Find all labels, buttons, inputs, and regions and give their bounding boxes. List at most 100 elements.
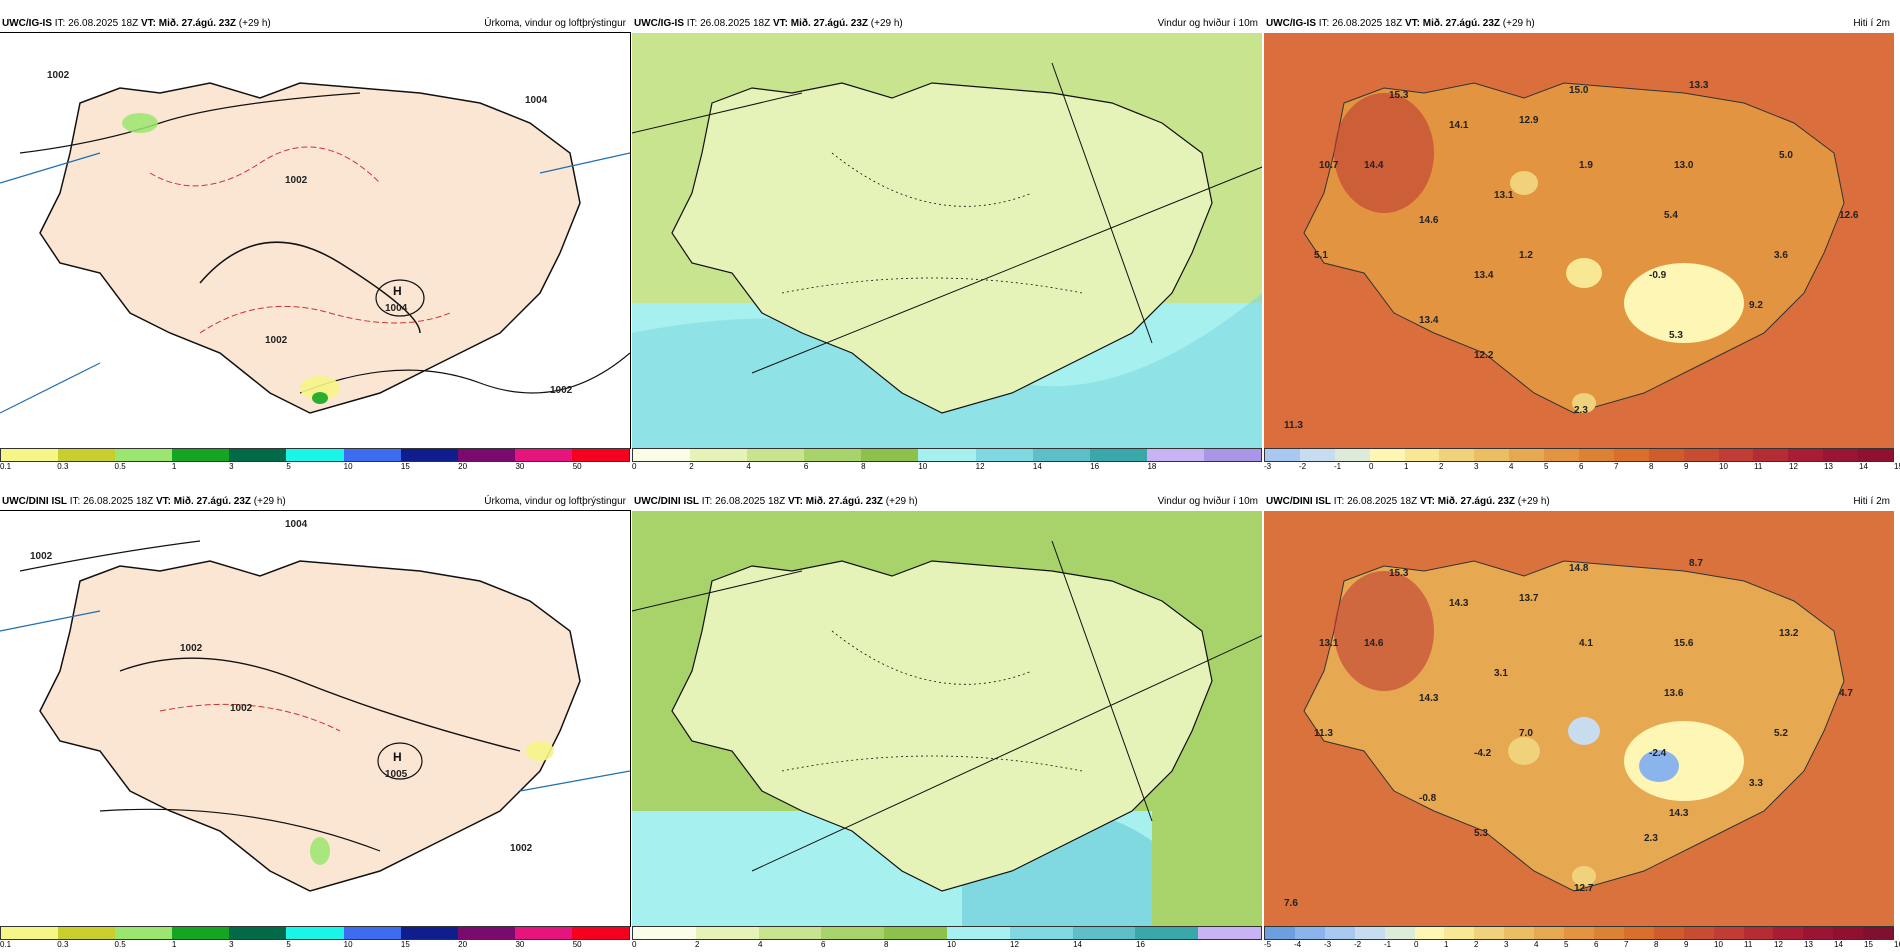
colorbar-tick-label: -1 bbox=[1384, 940, 1392, 949]
valid-time: Mið. 27.ágú. 23Z bbox=[790, 18, 868, 29]
colorbar-swatch bbox=[1753, 449, 1789, 461]
iceland-land bbox=[671, 560, 1213, 892]
colorbar-tick-label: 10 bbox=[1719, 462, 1728, 471]
colorbar-swatch bbox=[1009, 927, 1073, 939]
colorbar-tick-label: 0.1 bbox=[0, 462, 12, 471]
model-name: UWC/IG-IS bbox=[634, 18, 684, 29]
temperature-label: 12.7 bbox=[1574, 883, 1594, 894]
colorbar-swatch bbox=[286, 927, 344, 939]
temperature-label: 7.6 bbox=[1284, 898, 1298, 909]
colorbar-tick-label: 3 bbox=[229, 462, 234, 471]
vt-label: VT: bbox=[1419, 496, 1435, 507]
vt-label: VT: bbox=[772, 18, 788, 29]
isobar-label: 1002 bbox=[180, 643, 203, 654]
colorbar-tick-label: 10 bbox=[343, 940, 353, 949]
model-name: UWC/DINI ISL bbox=[2, 496, 67, 507]
valid-time: Mið. 27.ágú. 23Z bbox=[1437, 496, 1515, 507]
high-pressure-symbol: H bbox=[393, 284, 402, 298]
map-area bbox=[632, 33, 1262, 448]
temperature-label: 14.3 bbox=[1669, 808, 1689, 819]
vt-label: VT: bbox=[140, 18, 156, 29]
colorbar-swatch bbox=[633, 449, 691, 461]
colorbar-swatch bbox=[1265, 449, 1300, 461]
temperature-label: 13.4 bbox=[1474, 270, 1494, 281]
colorbar-tick-label: 5 bbox=[1564, 940, 1569, 949]
panel-title: Vindur og hviður í 10m bbox=[1157, 496, 1258, 507]
colorbar-tick-label: 16 bbox=[1894, 940, 1900, 949]
high-pressure-value: 1005 bbox=[385, 769, 408, 780]
colorbar-swatch bbox=[1135, 927, 1199, 939]
colorbar-tick-label: 30 bbox=[515, 940, 525, 949]
colorbar-swatch bbox=[1743, 927, 1774, 939]
colorbar-swatch bbox=[229, 927, 287, 939]
colorbar-swatch bbox=[1718, 449, 1754, 461]
colorbar-swatch bbox=[918, 449, 976, 461]
colorbar-swatch bbox=[514, 449, 572, 461]
high-pressure-symbol: H bbox=[393, 750, 402, 764]
colorbar-swatch bbox=[1299, 449, 1335, 461]
colorbar-swatch bbox=[1544, 449, 1580, 461]
map-area bbox=[632, 511, 1262, 926]
colorbar-tick-label: 5 bbox=[286, 462, 291, 471]
isobar-label: 1002 bbox=[230, 703, 253, 714]
temperature-label: 14.1 bbox=[1449, 120, 1469, 131]
colorbar-tick-label: 12 bbox=[1774, 940, 1783, 949]
colorbar-tick-label: -1 bbox=[1334, 462, 1342, 471]
temp-labels: 15.3 14.8 8.7 14.3 13.7 13.1 14.6 4.1 15.6 13.2 3.… bbox=[1284, 558, 1853, 909]
vt-label: VT: bbox=[155, 496, 171, 507]
colorbar-tick-label: 6 bbox=[1594, 940, 1599, 949]
colorbar-tick-label: 12 bbox=[1010, 940, 1019, 949]
colorbar-tick-label: 20 bbox=[458, 462, 468, 471]
model-name: UWC/IG-IS bbox=[1266, 18, 1316, 29]
colorbar-swatch bbox=[229, 449, 287, 461]
colorbar-tick-label: 1 bbox=[1444, 940, 1449, 949]
colorbar-tick-label: -3 bbox=[1264, 462, 1272, 471]
colorbar-swatch bbox=[571, 449, 630, 461]
colorbar-tick-label: 9 bbox=[1684, 462, 1689, 471]
lead-time: (+29 h) bbox=[1517, 496, 1550, 507]
colorbar-tick-label: 8 bbox=[1649, 462, 1654, 471]
panel-temp-dini: UWC/DINI ISL IT: 26.08.2025 18Z VT: Mið.… bbox=[1264, 493, 1900, 949]
colorbar-swatch bbox=[571, 927, 630, 939]
temperature-label: 5.2 bbox=[1774, 728, 1788, 739]
colorbar-tick-label: 10 bbox=[343, 462, 353, 471]
temperature-label: 13.6 bbox=[1664, 688, 1684, 699]
panel-title: Úrkoma, vindur og loftþrýstingur bbox=[484, 496, 626, 507]
temperature-label: 11.3 bbox=[1284, 420, 1303, 431]
temperature-label: 8.7 bbox=[1689, 558, 1703, 569]
init-time: 26.08.2025 18Z bbox=[700, 18, 771, 29]
colorbar-swatch bbox=[747, 449, 805, 461]
colorbar-tick-label: 4 bbox=[1509, 462, 1514, 471]
colorbar-tick-label: 4 bbox=[758, 940, 763, 949]
colorbar-swatch bbox=[1683, 449, 1719, 461]
panel-title: Úrkoma, vindur og loftþrýstingur bbox=[484, 18, 626, 29]
temperature-label: 15.6 bbox=[1674, 638, 1694, 649]
temperature-label: 9.2 bbox=[1749, 300, 1763, 311]
temperature-label: 11.3 bbox=[1314, 728, 1333, 739]
isobar-label: 1004 bbox=[285, 519, 308, 530]
colorbar-swatch bbox=[1203, 449, 1262, 461]
temperature-label: 14.6 bbox=[1419, 215, 1439, 226]
colorbar-swatch bbox=[115, 927, 173, 939]
colorbar bbox=[1264, 926, 1894, 940]
colorbar-tick-label: 1 bbox=[171, 462, 177, 471]
colorbar bbox=[0, 448, 630, 462]
colorbar-swatch bbox=[975, 449, 1033, 461]
colorbar-tick-label: 0.3 bbox=[57, 940, 69, 949]
colorbar-tick-label: 16 bbox=[1090, 462, 1100, 471]
panel-wind-ig: UWC/IG-IS IT: 26.08.2025 18Z VT: Mið. 27… bbox=[632, 15, 1262, 471]
temperature-label: 5.1 bbox=[1314, 250, 1328, 261]
colorbar-ticks: 0.1 0.3 0.5 1 3 5 10 15 20 30 50 bbox=[0, 462, 630, 474]
panel-temp-ig: UWC/IG-IS IT: 26.08.2025 18Z VT: Mið. 27… bbox=[1264, 15, 1900, 471]
temperature-label: 13.2 bbox=[1779, 628, 1799, 639]
colorbar-swatch bbox=[1613, 449, 1649, 461]
colorbar-tick-label: 5 bbox=[1544, 462, 1549, 471]
map-area: 15.3 15.0 13.3 14.1 12.9 10.7 14.4 1.9 13.0 5.0 13… bbox=[1264, 33, 1894, 448]
temperature-label: -0.9 bbox=[1649, 270, 1667, 281]
colorbar-tick-label: 6 bbox=[821, 940, 826, 949]
panel-header: UWC/DINI ISL IT: 26.08.2025 18Z VT: Mið.… bbox=[0, 493, 630, 511]
temperature-label: 5.3 bbox=[1669, 330, 1683, 341]
high-pressure-value: 1004 bbox=[385, 303, 408, 314]
map-area: 1002 1002 1004 1002 1002 H 1005 bbox=[0, 510, 631, 927]
temperature-label: 2.3 bbox=[1574, 405, 1588, 416]
